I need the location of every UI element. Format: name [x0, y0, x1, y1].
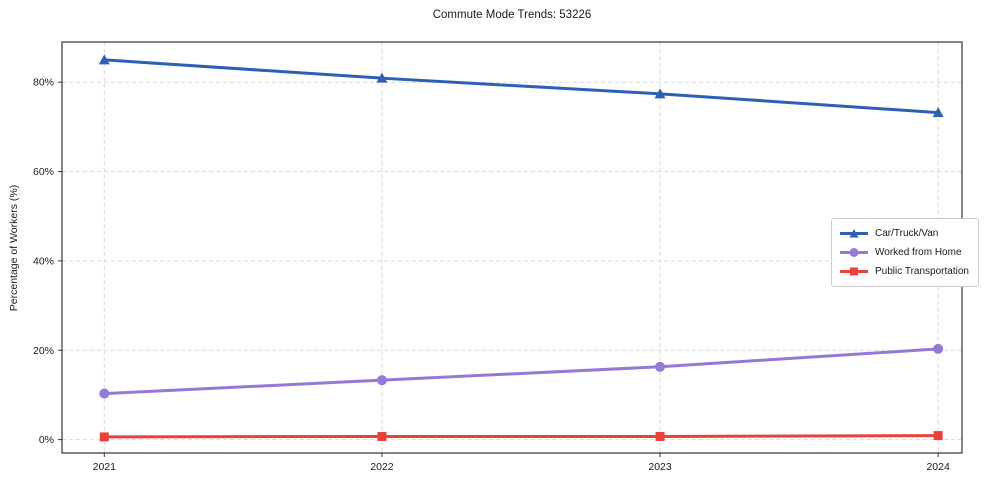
series-line	[104, 434, 939, 439]
legend-label: Car/Truck/Van	[875, 228, 939, 239]
x-tick-label: 2024	[926, 461, 950, 473]
y-tick-label: 0%	[39, 434, 54, 446]
legend: Car/Truck/Van Worked from Home Public Tran…	[831, 218, 979, 287]
triangle-marker	[932, 107, 944, 118]
triangle-marker	[654, 88, 666, 99]
triangle-marker	[98, 54, 110, 65]
circle-marker	[99, 388, 110, 399]
series-line	[104, 58, 939, 115]
y-tick-label: 80%	[33, 77, 54, 89]
y-tick-label: 60%	[33, 166, 54, 178]
chart-title: Commute Mode Trends: 53226	[432, 9, 592, 21]
triangle-legend-sample-icon	[840, 229, 868, 238]
circle-legend-sample-icon	[840, 248, 868, 257]
legend-label: Public Transportation	[875, 266, 969, 277]
y-tick-label: 20%	[33, 345, 54, 357]
y-tick-label: 40%	[33, 255, 54, 267]
x-tick-label: 2022	[370, 461, 394, 473]
square-marker	[99, 432, 109, 442]
legend-item: Public Transportation	[839, 262, 969, 281]
x-tick-label: 2023	[648, 461, 672, 473]
legend-item: Worked from Home	[839, 243, 969, 262]
legend-item: Car/Truck/Van	[839, 224, 969, 243]
square-marker	[655, 431, 665, 441]
series-line	[104, 347, 939, 396]
square-legend-sample-icon	[840, 267, 868, 276]
x-tick-label: 2021	[93, 461, 117, 473]
circle-marker	[933, 343, 944, 354]
circle-marker	[376, 375, 387, 386]
triangle-marker	[376, 72, 388, 83]
circle-marker	[849, 248, 859, 257]
square-marker	[377, 431, 387, 441]
triangle-marker	[849, 229, 859, 238]
legend-label: Worked from Home	[875, 247, 962, 258]
circle-marker	[655, 361, 666, 372]
square-marker	[850, 267, 858, 276]
square-marker	[933, 431, 943, 441]
